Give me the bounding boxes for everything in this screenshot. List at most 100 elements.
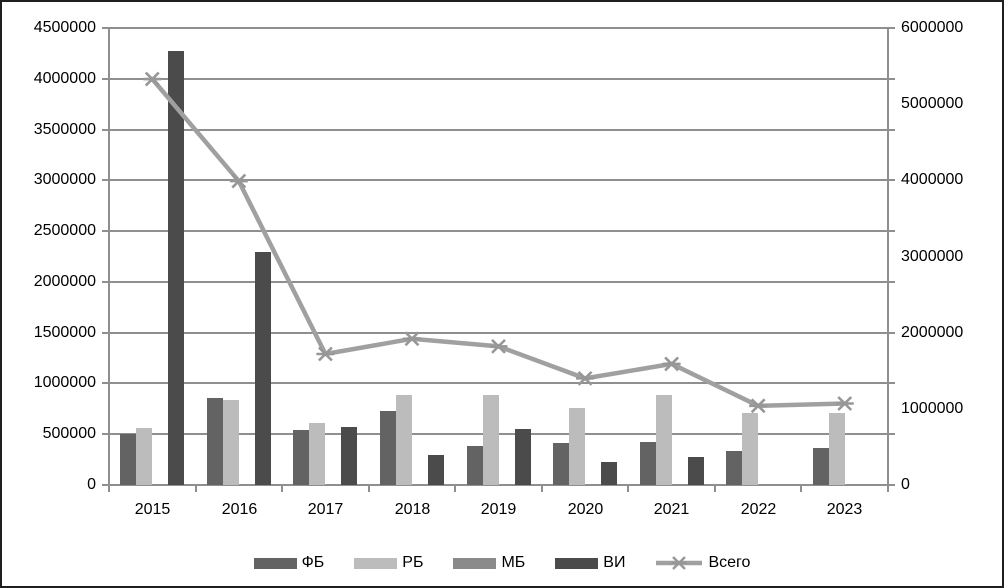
x-axis-label-2023: 2023 [826, 501, 863, 518]
gridline-4500000 [109, 27, 888, 29]
total-marker-2019 [489, 338, 508, 354]
legend-line-marker-icon [656, 556, 703, 570]
x-axis-tick [714, 485, 716, 492]
bar-fb-2022 [726, 451, 742, 485]
bar-rb-2015 [136, 428, 152, 485]
bar-rb-2020 [569, 408, 585, 485]
x-axis-tick [195, 485, 197, 492]
bar-rb-2023 [829, 413, 845, 485]
y-axis-right-label: 2000000 [901, 323, 964, 341]
total-marker-2016 [229, 173, 248, 189]
right-axis-tick [888, 382, 895, 384]
legend-item-mb: МБ [453, 555, 525, 571]
total-marker-2022 [749, 398, 768, 414]
x-axis-tick [800, 485, 802, 492]
gridline-3000000 [109, 179, 888, 181]
legend-label-rb: РБ [402, 554, 424, 571]
left-axis-tick [102, 230, 109, 232]
right-axis-line [887, 28, 889, 486]
total-line [150, 77, 845, 409]
total-marker-2020 [576, 370, 595, 386]
bar-fb-2019 [467, 446, 483, 485]
bar-vi-2021 [688, 457, 704, 485]
x-axis-tick [627, 485, 629, 492]
legend-swatch-fb [253, 557, 297, 569]
x-axis-label-2017: 2017 [307, 501, 344, 518]
left-axis-tick [102, 179, 109, 181]
y-axis-left-label: 4000000 [33, 69, 96, 87]
y-axis-right-label: 3000000 [901, 247, 964, 265]
right-axis-tick [888, 129, 895, 131]
bar-fb-2018 [380, 411, 396, 485]
total-marker-2018 [402, 331, 421, 347]
x-axis-label-2020: 2020 [567, 501, 604, 518]
left-axis-line [108, 28, 110, 486]
y-axis-left-label: 3000000 [33, 171, 96, 189]
gridline-1000000 [109, 382, 888, 384]
right-axis-tick [888, 332, 895, 334]
legend-label-fb: ФБ [301, 554, 325, 571]
gridline-2500000 [109, 230, 888, 232]
y-axis-left-label: 0 [87, 476, 96, 493]
legend-item-vi: ВИ [555, 555, 625, 571]
x-axis-label-2016: 2016 [221, 501, 258, 518]
bar-fb-2017 [293, 430, 309, 485]
x-axis-label-2015: 2015 [134, 501, 171, 518]
bar-rb-2019 [483, 395, 499, 485]
total-marker-2015 [143, 71, 162, 87]
bar-rb-2016 [223, 400, 239, 485]
bar-fb-2016 [207, 398, 223, 485]
bar-vi-2017 [341, 427, 357, 485]
legend-label-vi: ВИ [603, 554, 626, 571]
y-axis-left-label: 1000000 [33, 374, 96, 392]
y-axis-right-label: 4000000 [901, 171, 964, 189]
x-axis-tick [108, 485, 110, 492]
bar-vi-2019 [515, 429, 531, 485]
bar-vi-2018 [428, 455, 444, 485]
left-axis-tick [102, 281, 109, 283]
y-axis-left-label: 2000000 [33, 272, 96, 290]
left-axis-tick [102, 27, 109, 29]
x-axis-label-2019: 2019 [480, 501, 517, 518]
legend-label-vsego: Всего [708, 554, 751, 571]
y-axis-right-label: 1000000 [901, 399, 964, 417]
bar-vi-2016 [255, 252, 271, 485]
total-marker-2023 [835, 396, 854, 411]
y-axis-left-label: 1500000 [33, 323, 96, 341]
y-axis-left-label: 3500000 [33, 120, 96, 138]
y-axis-left-label: 4500000 [33, 19, 96, 36]
x-axis-tick [368, 485, 370, 492]
legend-item-rb: РБ [354, 555, 423, 571]
left-axis-tick [102, 78, 109, 80]
left-axis-tick [102, 129, 109, 131]
x-axis-tick [281, 485, 283, 492]
legend-item-vsego: Всего [655, 554, 750, 572]
bar-vi-2020 [601, 462, 617, 485]
right-axis-tick [888, 78, 895, 80]
x-axis-label-2022: 2022 [740, 501, 777, 518]
y-axis-left-label: 500000 [42, 425, 96, 443]
x-axis-tick [887, 485, 889, 492]
right-axis-tick [888, 484, 895, 486]
legend-swatch-mb [453, 557, 497, 569]
legend: ФБ РБ МБ ВИ Всего [2, 554, 1002, 572]
bar-rb-2018 [396, 395, 412, 485]
gridline-2000000 [109, 281, 888, 283]
legend-swatch-rb [354, 557, 398, 569]
bar-vi-2015 [168, 51, 184, 485]
bar-fb-2015 [120, 434, 136, 485]
legend-swatch-vi [555, 557, 599, 569]
y-axis-left-label: 2500000 [33, 222, 96, 240]
y-axis-right-label: 0 [901, 476, 910, 493]
total-marker-2017 [316, 346, 335, 362]
total-marker-2021 [662, 356, 681, 372]
right-axis-tick [888, 27, 895, 29]
right-axis-tick [888, 433, 895, 435]
right-axis-tick [888, 281, 895, 283]
left-axis-tick [102, 433, 109, 435]
gridline-4000000 [109, 78, 888, 80]
x-axis-tick [541, 485, 543, 492]
right-axis-tick [888, 179, 895, 181]
